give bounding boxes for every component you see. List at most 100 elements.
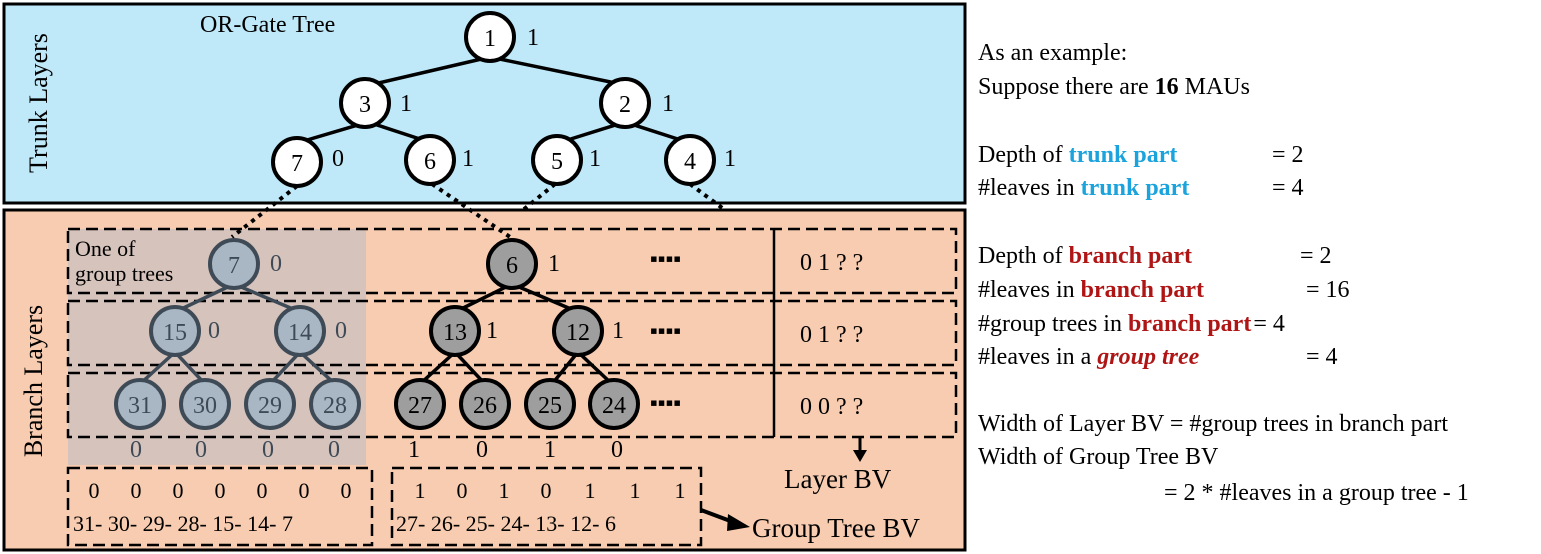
- ellipsis-marker: ▪▪▪▪: [650, 390, 681, 415]
- second-tree-node-value: 1: [548, 251, 560, 277]
- trunk-node-id: 4: [684, 149, 696, 175]
- group-tree-node-value: 0: [270, 251, 282, 277]
- bv-bit-right: 0: [541, 478, 552, 503]
- second-tree-leaf-value: 0: [611, 437, 623, 463]
- group-tree-node-30: [179, 378, 231, 430]
- second-tree-node-id: 12: [566, 320, 590, 346]
- bv-bit-left: 0: [257, 478, 268, 503]
- group-tree-node-id: 14: [288, 320, 312, 346]
- depth-branch-line: Depth of branch part: [978, 242, 1192, 270]
- group-tree-node-id: 29: [258, 393, 282, 419]
- branch-part-keyword: branch part: [1068, 243, 1192, 269]
- trunk-node-6: [404, 134, 456, 186]
- trunk-node-5: [531, 134, 583, 186]
- second-tree-node-12: [552, 305, 604, 357]
- branch-layer-row-2: [66, 299, 958, 367]
- second-tree-node-id: 6: [506, 253, 518, 279]
- trunk-branch-link: [521, 182, 557, 212]
- trunk-node-7: [271, 136, 323, 188]
- group-tree-node-id: 15: [163, 320, 187, 346]
- trunk-layers-label: Trunk Layers: [24, 33, 53, 173]
- trunk-node-value: 1: [400, 91, 412, 117]
- depth-trunk-line: Depth of trunk part: [978, 141, 1177, 169]
- trunk-branch-link: [430, 182, 512, 239]
- width-group-tree-formula: = 2 * #leaves in a group tree - 1: [1164, 480, 1469, 506]
- trunk-branch-link: [688, 182, 727, 212]
- bv-bit-right: 1: [585, 478, 596, 503]
- depth-trunk-value: = 2: [1272, 142, 1304, 168]
- notes-intro: As an example:: [978, 39, 1127, 67]
- depth-of-label: Depth of: [978, 142, 1069, 168]
- group-trees-value: = 4: [1253, 311, 1285, 337]
- trunk-node-id: 3: [359, 92, 371, 118]
- leaves-branch-value: = 16: [1306, 277, 1350, 303]
- trunk-node-3: [339, 77, 391, 129]
- group-tree-node-id: 28: [323, 393, 347, 419]
- second-tree-node-id: 26: [473, 393, 497, 419]
- trunk-part-keyword: trunk part: [1080, 175, 1190, 201]
- ellipsis-marker: ▪▪▪▪: [650, 318, 681, 343]
- group-tree-leaf-value: 0: [130, 437, 142, 463]
- second-tree-node-13: [429, 305, 481, 357]
- group-tree-node-value: 0: [335, 318, 347, 344]
- trunk-node-4: [664, 134, 716, 186]
- leaves-trunk-value: = 4: [1272, 175, 1304, 201]
- second-tree-edge: [511, 282, 579, 314]
- group-tree-node-id: 31: [128, 393, 152, 419]
- branch-part-keyword: branch part: [1127, 311, 1252, 337]
- group-tree-node-7: [208, 238, 260, 290]
- or-gate-tree-diagram: Trunk Layers Branch Layers OR-Gate Tree …: [2, 2, 967, 552]
- second-tree-node-id: 25: [538, 393, 562, 419]
- group-tree-node-15: [149, 305, 201, 357]
- bv-bit-left: 0: [215, 478, 226, 503]
- layer-bv-row-value: 0 1 ? ?: [800, 322, 863, 348]
- group-tree-bv-label: Group Tree BV: [752, 513, 921, 543]
- second-tree-node-value: 1: [486, 318, 498, 344]
- bv-bit-right: 1: [630, 478, 641, 503]
- branch-layer-row-1: [66, 227, 958, 295]
- trunk-node-value: 1: [589, 146, 601, 172]
- second-tree-node-6: [486, 238, 538, 290]
- leaves-in-label: #leaves in: [978, 175, 1081, 201]
- example-notes: As an example: Suppose there are 16 MAUs…: [978, 0, 1538, 554]
- bv-bit-right: 1: [415, 478, 426, 503]
- bv-bit-left: 0: [173, 478, 184, 503]
- suppose-prefix: Suppose there are: [978, 74, 1155, 100]
- trunk-node-1: [464, 11, 516, 63]
- group-tree-edge: [233, 282, 301, 314]
- second-tree-node-26: [459, 378, 511, 430]
- bv-bit-left: 0: [89, 478, 100, 503]
- second-tree-leaf-value: 1: [408, 437, 420, 463]
- notes-suppose: Suppose there are 16 MAUs: [978, 73, 1250, 101]
- bv-bit-right: 1: [499, 478, 510, 503]
- bv-node-ids-left: 31- 30- 29- 28- 15- 14- 7: [73, 511, 293, 536]
- or-gate-tree-title: OR-Gate Tree: [200, 12, 335, 38]
- group-tree-node-28: [309, 378, 361, 430]
- layer-bv-row-value: 0 0 ? ?: [800, 394, 863, 420]
- group-tree-node-value: 0: [208, 318, 220, 344]
- leaves-branch-line: #leaves in branch part: [978, 276, 1204, 304]
- group-trees-line: #group trees in branch part= 4: [978, 310, 1285, 338]
- leaves-group-line: #leaves in a group tree: [978, 343, 1199, 371]
- trunk-node-value: 1: [724, 146, 736, 172]
- second-tree-edge: [550, 350, 580, 386]
- branch-layer-row-3: [66, 371, 958, 439]
- second-tree-node-24: [588, 378, 640, 430]
- second-tree-node-id: 27: [408, 393, 432, 419]
- group-tree-node-14: [274, 305, 326, 357]
- group-tree-bv-box-left: [66, 466, 374, 547]
- group-tree-leaf-value: 0: [195, 437, 207, 463]
- trunk-node-id: 6: [424, 149, 436, 175]
- second-tree-node-id: 24: [602, 393, 626, 419]
- group-tree-node-31: [114, 378, 166, 430]
- trunk-node-2: [599, 77, 651, 129]
- group-tree-node-29: [244, 378, 296, 430]
- group-tree-node-id: 30: [193, 393, 217, 419]
- trunk-node-id: 1: [484, 26, 496, 52]
- mau-count: 16: [1154, 74, 1179, 100]
- second-tree-leaf-value: 1: [544, 437, 556, 463]
- group-tree-node-id: 7: [228, 253, 240, 279]
- bv-bit-right: 1: [675, 478, 686, 503]
- group-tree-leaf-value: 0: [262, 437, 274, 463]
- group-tree-label-line1: One of: [75, 236, 136, 261]
